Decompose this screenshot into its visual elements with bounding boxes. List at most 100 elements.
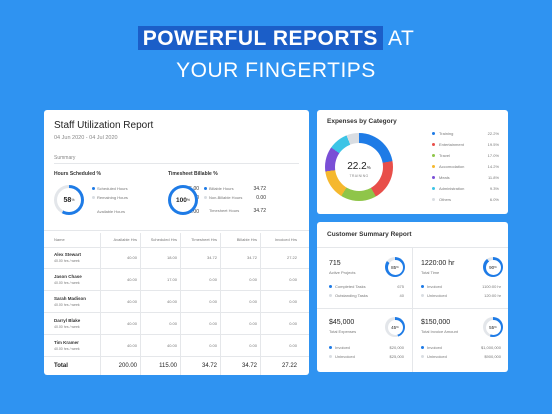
legend-dot (432, 132, 435, 135)
headline-highlight: POWERFUL REPORTS (137, 26, 383, 50)
total-cell: 34.72 (201, 363, 217, 369)
quadrant-dot (329, 294, 332, 297)
legend-item: Travel 17.0% (432, 152, 502, 160)
row-cell: 0.00 (249, 299, 257, 304)
billable-row-value: 34.72 (253, 186, 266, 192)
quadrant-row-value: $20,000 (389, 345, 404, 350)
column-header: Name (54, 237, 65, 242)
staff-date-range: 04 Jun 2020 - 04 Jul 2020 (54, 135, 118, 141)
quadrant-pct-sign: % (494, 265, 497, 269)
hours-scheduled-pct: 58 (63, 196, 72, 204)
quadrant-row-label: Outstanding Tasks (335, 293, 368, 298)
table-row[interactable]: Alex Stewart 40.00 hrs / week 40.00 18.0… (44, 247, 309, 269)
table-row[interactable]: Tim Kramer 40.00 hrs / week 40.00 40.00 … (44, 335, 309, 357)
billable-row-label: Timesheet Hours (209, 208, 240, 213)
row-cell: 34.72 (206, 255, 217, 260)
row-sub: 40.00 hrs / week (54, 259, 80, 263)
quadrant-row-value: $1,000,000 (480, 345, 501, 350)
quadrant-label: Total Expenses (329, 329, 357, 334)
legend-item: Accomodation 14.2% (432, 163, 502, 171)
quadrant-label: Total Time (421, 270, 440, 275)
legend-item: Meals 11.8% (432, 174, 502, 182)
headline-rest: AT (388, 27, 415, 50)
legend-value: 14.2% (487, 164, 499, 169)
timesheet-billable-pct: 100 (176, 196, 187, 204)
quadrant-pct: 55 (489, 324, 495, 330)
row-cell: 17.00 (166, 277, 177, 282)
quadrant-total-time: 1220:00 hr Total Time 90% Invoiced 1100:… (413, 248, 508, 308)
billable-row-value: 0.00 (256, 195, 266, 201)
table-row[interactable]: Sarah Madison 40.00 hrs / week 40.00 40.… (44, 291, 309, 313)
row-cell: 18.00 (166, 255, 177, 260)
headline-line-1: POWERFUL REPORTS AT (0, 26, 552, 51)
quadrant-ring-center: 55% (485, 319, 501, 335)
legend-value: 6.0% (489, 197, 499, 202)
hours-scheduled-pct-sign: % (71, 198, 75, 202)
quadrant-row-label: Uninvoiced (335, 354, 355, 359)
expenses-card: Expenses by Category 22.2% TRAINING Trai… (317, 110, 508, 214)
hours-row-label: Available Hours (97, 209, 125, 214)
row-cell: 40.00 (166, 299, 177, 304)
timesheet-billable-center: 100 % (171, 188, 195, 212)
quadrant-pct: 90 (489, 264, 495, 270)
billable-row-label: Non-Billable Hours (209, 195, 243, 200)
quadrant-row-label: Invoiced (427, 284, 442, 289)
quadrant-row-value: 40 (399, 293, 404, 298)
legend-value: 17.0% (487, 153, 499, 158)
row-name: Alex Stewart (54, 252, 82, 257)
legend-dot (432, 176, 435, 179)
quadrant-row-value: 675 (397, 284, 404, 289)
billable-row-value: 34.72 (253, 208, 266, 214)
quadrant-row-value: 120:00 hr (484, 293, 501, 298)
quadrant-active-projects: 715 Active Projects 85% Completed Tasks … (317, 248, 412, 308)
quadrant-row-label: Uninvoiced (427, 354, 447, 359)
staff-report-title: Staff Utilization Report (54, 120, 154, 131)
legend-label: Meals (439, 175, 450, 180)
non-billable-dot (204, 196, 207, 199)
quadrant-dot (329, 285, 332, 288)
column-header: Billable Hrs (236, 237, 257, 242)
quadrant-row-label: Invoiced (335, 345, 350, 350)
quadrant-label: Active Projects (329, 270, 356, 275)
column-header: Available Hrs (113, 237, 138, 242)
billable-row-label: Billable Hours (209, 186, 234, 191)
legend-value: 19.5% (487, 142, 499, 147)
staff-table: Name Available Hrs Scheduled Hrs Timeshe… (44, 233, 309, 375)
table-row[interactable]: Jason Chase 40.00 hrs / week 40.00 17.00… (44, 269, 309, 291)
legend-label: Administration (439, 186, 465, 191)
quadrant-row-label: Uninvoiced (427, 293, 447, 298)
row-cell: 0.00 (209, 343, 217, 348)
quadrant-pct: 45 (391, 324, 397, 330)
quadrant-value: 1220:00 hr (421, 260, 455, 267)
quadrant-row-value: 1100:00 hr (482, 284, 501, 289)
quadrant-row-value: $25,000 (389, 354, 404, 359)
legend-dot (432, 154, 435, 157)
table-row[interactable]: Darryl Blake 40.00 hrs / week 40.00 0.00… (44, 313, 309, 335)
row-cell: 40.00 (126, 321, 137, 326)
quadrant-label: Total Invoice Amount (421, 329, 458, 334)
row-sub: 40.00 hrs / week (54, 325, 80, 329)
hours-row-label: Scheduled Hours (97, 186, 128, 191)
legend-dot (432, 187, 435, 190)
row-sub: 40.00 hrs / week (54, 281, 80, 285)
quadrant-total-expenses: $45,000 Total Expenses 45% Invoiced $20,… (317, 309, 412, 372)
headline-line-2: YOUR FINGERTIPS (176, 59, 376, 82)
expenses-legend: Training 22.2% Entertainment 19.5% Trave… (432, 130, 502, 210)
expenses-center-value: 22.2 (347, 161, 367, 172)
scheduled-dot (92, 187, 95, 190)
row-cell: 0.00 (209, 277, 217, 282)
expenses-title: Expenses by Category (327, 118, 397, 125)
column-header: Scheduled Hrs (150, 237, 177, 242)
hours-scheduled-center: 58 % (57, 188, 81, 212)
row-cell: 0.00 (289, 321, 297, 326)
quadrant-row-label: Invoiced (427, 345, 442, 350)
total-cell: 34.72 (241, 363, 257, 369)
row-cell: 40.00 (126, 299, 137, 304)
quadrant-dot (421, 294, 424, 297)
quadrant-value: $45,000 (329, 319, 355, 326)
quadrant-value: $150,000 (421, 319, 451, 326)
legend-label: Others (439, 197, 452, 202)
row-cell: 0.00 (169, 321, 177, 326)
legend-value: 9.3% (489, 186, 499, 191)
row-cell: 0.00 (249, 277, 257, 282)
